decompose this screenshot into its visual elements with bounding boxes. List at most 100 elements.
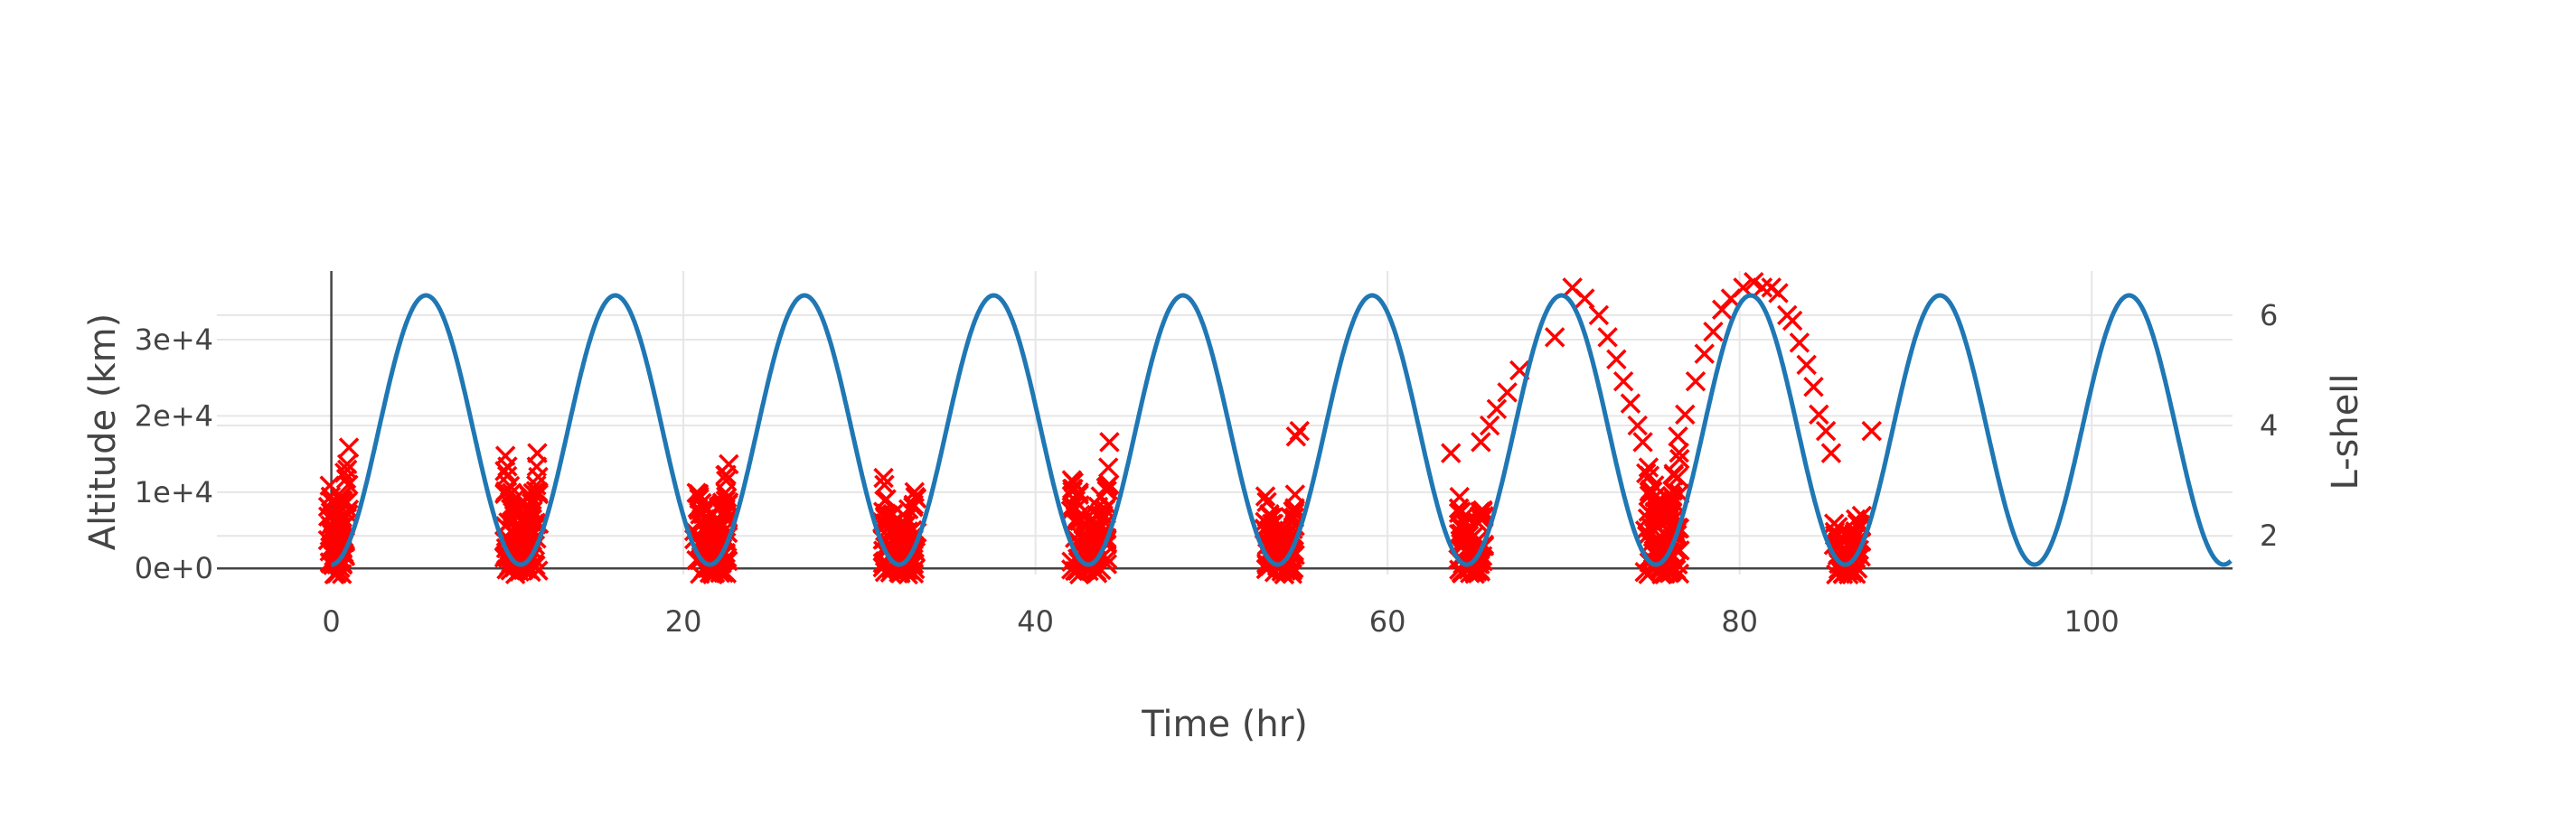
x-axis-title: Time (hr) <box>1141 704 1308 745</box>
data-point-marker <box>320 486 342 508</box>
y2-tick-label: 6 <box>2260 298 2278 332</box>
data-point-marker <box>1065 510 1086 531</box>
data-point-marker <box>1068 484 1089 505</box>
y-tick-label: 1e+4 <box>135 475 213 509</box>
data-point-marker <box>1685 370 1706 392</box>
data-point-marker <box>719 453 739 475</box>
x-tick-label: 20 <box>665 604 702 639</box>
data-point-marker <box>1744 271 1764 293</box>
y-tick-label: 2e+4 <box>135 398 213 433</box>
data-point-marker <box>715 464 736 486</box>
data-point-marker <box>1274 519 1295 541</box>
y2-tick-label: 2 <box>2260 519 2278 553</box>
data-point-marker <box>1789 332 1810 353</box>
data-point-marker <box>322 528 343 549</box>
data-point-marker <box>527 443 548 463</box>
data-point-marker <box>879 517 900 537</box>
data-point-marker <box>1597 327 1618 348</box>
data-point-marker <box>1675 404 1696 425</box>
data-point-marker <box>887 532 907 554</box>
data-point-marker <box>1256 491 1277 513</box>
x-tick-label: 0 <box>322 604 340 639</box>
data-point-marker <box>1650 513 1671 534</box>
y-tick-label: 0e+0 <box>135 551 213 585</box>
data-point-marker <box>1479 415 1500 436</box>
data-point-marker <box>1085 513 1106 535</box>
data-point-marker <box>1845 509 1866 530</box>
data-point-marker <box>876 489 897 509</box>
data-point-marker <box>1662 481 1683 501</box>
data-point-marker <box>526 475 547 496</box>
data-point-marker <box>1809 404 1829 425</box>
data-point-marker <box>1668 426 1688 447</box>
data-point-marker <box>1639 485 1660 506</box>
data-point-marker <box>1850 546 1871 567</box>
data-point-marker <box>1099 432 1120 453</box>
data-point-marker <box>338 474 359 496</box>
data-point-marker <box>1703 321 1724 342</box>
data-point-marker <box>1486 398 1508 419</box>
data-point-marker <box>1258 523 1280 544</box>
data-point-marker <box>1588 304 1610 326</box>
data-point-marker <box>1263 513 1284 535</box>
data-point-marker <box>320 553 341 574</box>
data-point-marker <box>873 467 894 489</box>
data-point-marker <box>1472 501 1493 522</box>
data-point-marker <box>888 562 909 584</box>
data-point-marker <box>1659 560 1679 582</box>
data-point-marker <box>522 500 543 521</box>
data-point-marker <box>495 481 516 502</box>
data-point-marker <box>1282 564 1303 584</box>
data-point-marker <box>1471 432 1491 453</box>
data-point-marker <box>1645 496 1666 517</box>
data-point-marker <box>1669 442 1689 463</box>
data-point-marker <box>1820 443 1842 463</box>
data-point-marker <box>1632 432 1653 453</box>
data-point-marker <box>324 564 345 584</box>
y-tick-label: 3e+4 <box>135 322 213 357</box>
data-point-marker <box>521 492 542 514</box>
data-point-marker <box>1694 343 1715 364</box>
data-point-marker <box>872 556 893 578</box>
data-point-marker <box>505 498 527 519</box>
data-point-marker <box>1823 513 1845 534</box>
data-point-marker <box>1711 299 1733 321</box>
data-point-marker <box>1255 486 1276 507</box>
data-point-marker <box>1796 354 1817 376</box>
y2-tick-label: 4 <box>2260 408 2278 443</box>
data-point-marker <box>1061 470 1083 491</box>
data-point-marker <box>692 503 713 525</box>
y-axis-title: Altitude (km) <box>82 313 124 550</box>
data-point-marker <box>1768 283 1789 304</box>
data-point-marker <box>690 504 710 525</box>
data-point-marker <box>1612 370 1634 392</box>
data-point-marker <box>1285 426 1307 447</box>
data-point-marker <box>1068 481 1089 503</box>
data-point-marker <box>503 556 525 578</box>
data-point-marker <box>903 496 924 518</box>
data-point-marker <box>1451 517 1471 538</box>
data-point-marker <box>494 461 515 481</box>
data-point-marker <box>1575 288 1595 309</box>
data-point-marker <box>1069 564 1090 585</box>
data-point-marker <box>700 541 721 562</box>
data-point-marker <box>1752 277 1773 298</box>
data-point-marker <box>1544 327 1565 348</box>
data-point-marker <box>1645 500 1667 522</box>
data-point-marker <box>1606 349 1627 369</box>
data-point-marker <box>1638 457 1659 478</box>
data-point-marker <box>718 492 739 513</box>
data-point-marker <box>1669 448 1690 470</box>
data-point-marker <box>496 559 517 580</box>
data-point-marker <box>1861 420 1882 442</box>
data-point-marker <box>1815 420 1837 442</box>
x-tick-label: 100 <box>2064 604 2120 639</box>
x-tick-label: 80 <box>1721 604 1758 639</box>
data-point-marker <box>1497 382 1518 403</box>
data-point-marker <box>1803 377 1824 397</box>
tick-labels: 0 20 40 60 80 100 0e+0 1e+4 2e+4 3e+4 2 4 6 <box>135 298 2279 639</box>
data-point-marker <box>1627 415 1648 436</box>
data-point-marker <box>1643 475 1665 496</box>
data-point-marker <box>1782 310 1803 332</box>
